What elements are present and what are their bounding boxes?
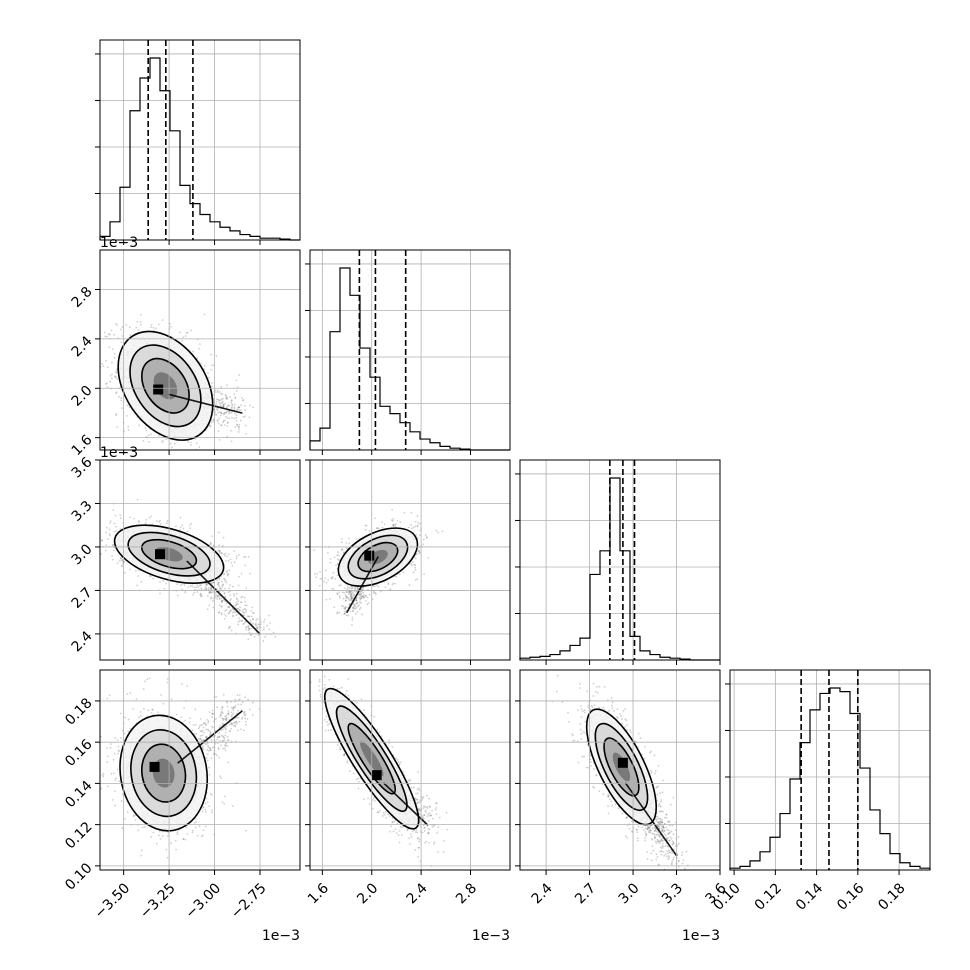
axes-2-3 (519, 669, 721, 871)
y-tick-label: 0.12 (62, 819, 95, 852)
axes-1-2 (309, 459, 511, 661)
y-tick-label: 2.8 (69, 284, 96, 311)
x-tick-label: 2.4 (404, 880, 431, 907)
x-tick-label: −3.00 (183, 880, 225, 922)
x-tick-label: 0.18 (875, 880, 908, 913)
x-tick-label: −3.25 (137, 880, 179, 922)
x-tick-label: 0.16 (834, 880, 867, 913)
x-tick-label: 0.14 (793, 880, 826, 913)
y-tick-label: 2.7 (69, 585, 96, 612)
axes-diagonal-1 (309, 249, 511, 451)
y-offset-label: 1e−3 (100, 445, 138, 461)
panel-0-1 (100, 313, 254, 450)
x-offset-label: 1e−3 (682, 928, 720, 944)
density-peak (149, 761, 160, 772)
x-tick-label: 2.0 (354, 880, 381, 907)
density-peak (371, 770, 382, 781)
y-tick-label: 2.4 (69, 333, 96, 360)
y-tick-label: 1.6 (69, 432, 96, 459)
histogram-3 (729, 687, 931, 870)
x-offset-label: 1e−3 (262, 928, 300, 944)
x-tick-label: 1.6 (305, 880, 332, 907)
panel-1-3 (310, 670, 449, 867)
contour-tail (383, 782, 429, 826)
axes-0-2 (99, 459, 301, 661)
grid-lines (310, 460, 510, 660)
y-tick-label: 3.3 (69, 498, 96, 525)
x-offset-label: 1e−3 (472, 928, 510, 944)
x-tick-label: −3.50 (92, 880, 134, 922)
y-tick-label: 0.16 (62, 736, 95, 769)
x-tick-label: −2.75 (228, 880, 270, 922)
contour-tail (168, 393, 243, 414)
y-tick-label: 0.14 (62, 778, 95, 811)
grid-lines (100, 250, 300, 450)
x-tick-label: 3.0 (616, 880, 643, 907)
y-tick-label: 3.0 (69, 541, 96, 568)
density-peak (155, 549, 165, 560)
contour-tail (624, 782, 678, 857)
x-tick-label: 2.4 (529, 880, 556, 907)
grid-lines (730, 670, 930, 870)
x-tick-label: 2.7 (572, 880, 599, 907)
density-peak (617, 757, 628, 768)
histogram-2 (519, 477, 720, 661)
density-peak (153, 384, 164, 395)
grid-lines (310, 670, 510, 870)
x-tick-label: 0.12 (752, 880, 785, 913)
density-peak (364, 550, 375, 561)
grid-lines (520, 670, 720, 870)
panel-2-3 (551, 674, 689, 870)
contour-tail (177, 710, 243, 764)
y-tick-label: 3.6 (69, 454, 96, 481)
y-tick-label: 2.0 (69, 383, 96, 410)
grid-lines (100, 460, 300, 660)
x-tick-label: 3.3 (659, 880, 686, 907)
histogram-1 (309, 267, 510, 451)
y-tick-label: 2.4 (69, 628, 96, 655)
y-offset-label: 1e−3 (100, 235, 138, 251)
axes-diagonal-0 (99, 39, 301, 241)
grid-lines (100, 670, 300, 870)
axes-0-1 (99, 249, 301, 451)
contour-tail (346, 556, 379, 613)
axes-diagonal-2 (519, 459, 721, 661)
histogram-0 (99, 57, 300, 241)
axes-1-3 (309, 669, 511, 871)
y-tick-label: 0.10 (62, 860, 95, 893)
panel-0-2 (100, 498, 277, 642)
axes-diagonal-3 (729, 669, 931, 871)
panel-0-3 (100, 677, 261, 859)
axes-0-3 (99, 669, 301, 871)
x-tick-label: 2.8 (453, 880, 480, 907)
grid-lines (100, 40, 300, 240)
contour-tail (186, 560, 261, 635)
panel-1-2 (313, 508, 444, 626)
y-tick-label: 0.18 (62, 695, 95, 728)
grid-lines (310, 250, 510, 450)
